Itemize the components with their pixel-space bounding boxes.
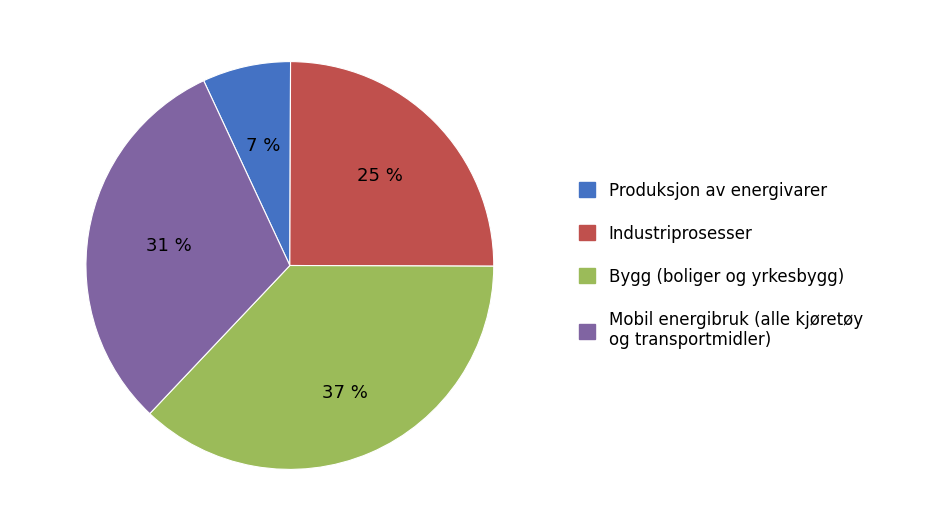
Wedge shape — [204, 62, 291, 266]
Text: 31 %: 31 % — [146, 237, 192, 255]
Text: 7 %: 7 % — [247, 137, 280, 155]
Wedge shape — [290, 62, 494, 266]
Wedge shape — [86, 81, 290, 414]
Text: 37 %: 37 % — [322, 384, 367, 402]
Legend: Produksjon av energivarer, Industriprosesser, Bygg (boliger og yrkesbygg), Mobil: Produksjon av energivarer, Industriprose… — [579, 182, 863, 349]
Text: 25 %: 25 % — [356, 167, 402, 185]
Wedge shape — [150, 266, 494, 469]
